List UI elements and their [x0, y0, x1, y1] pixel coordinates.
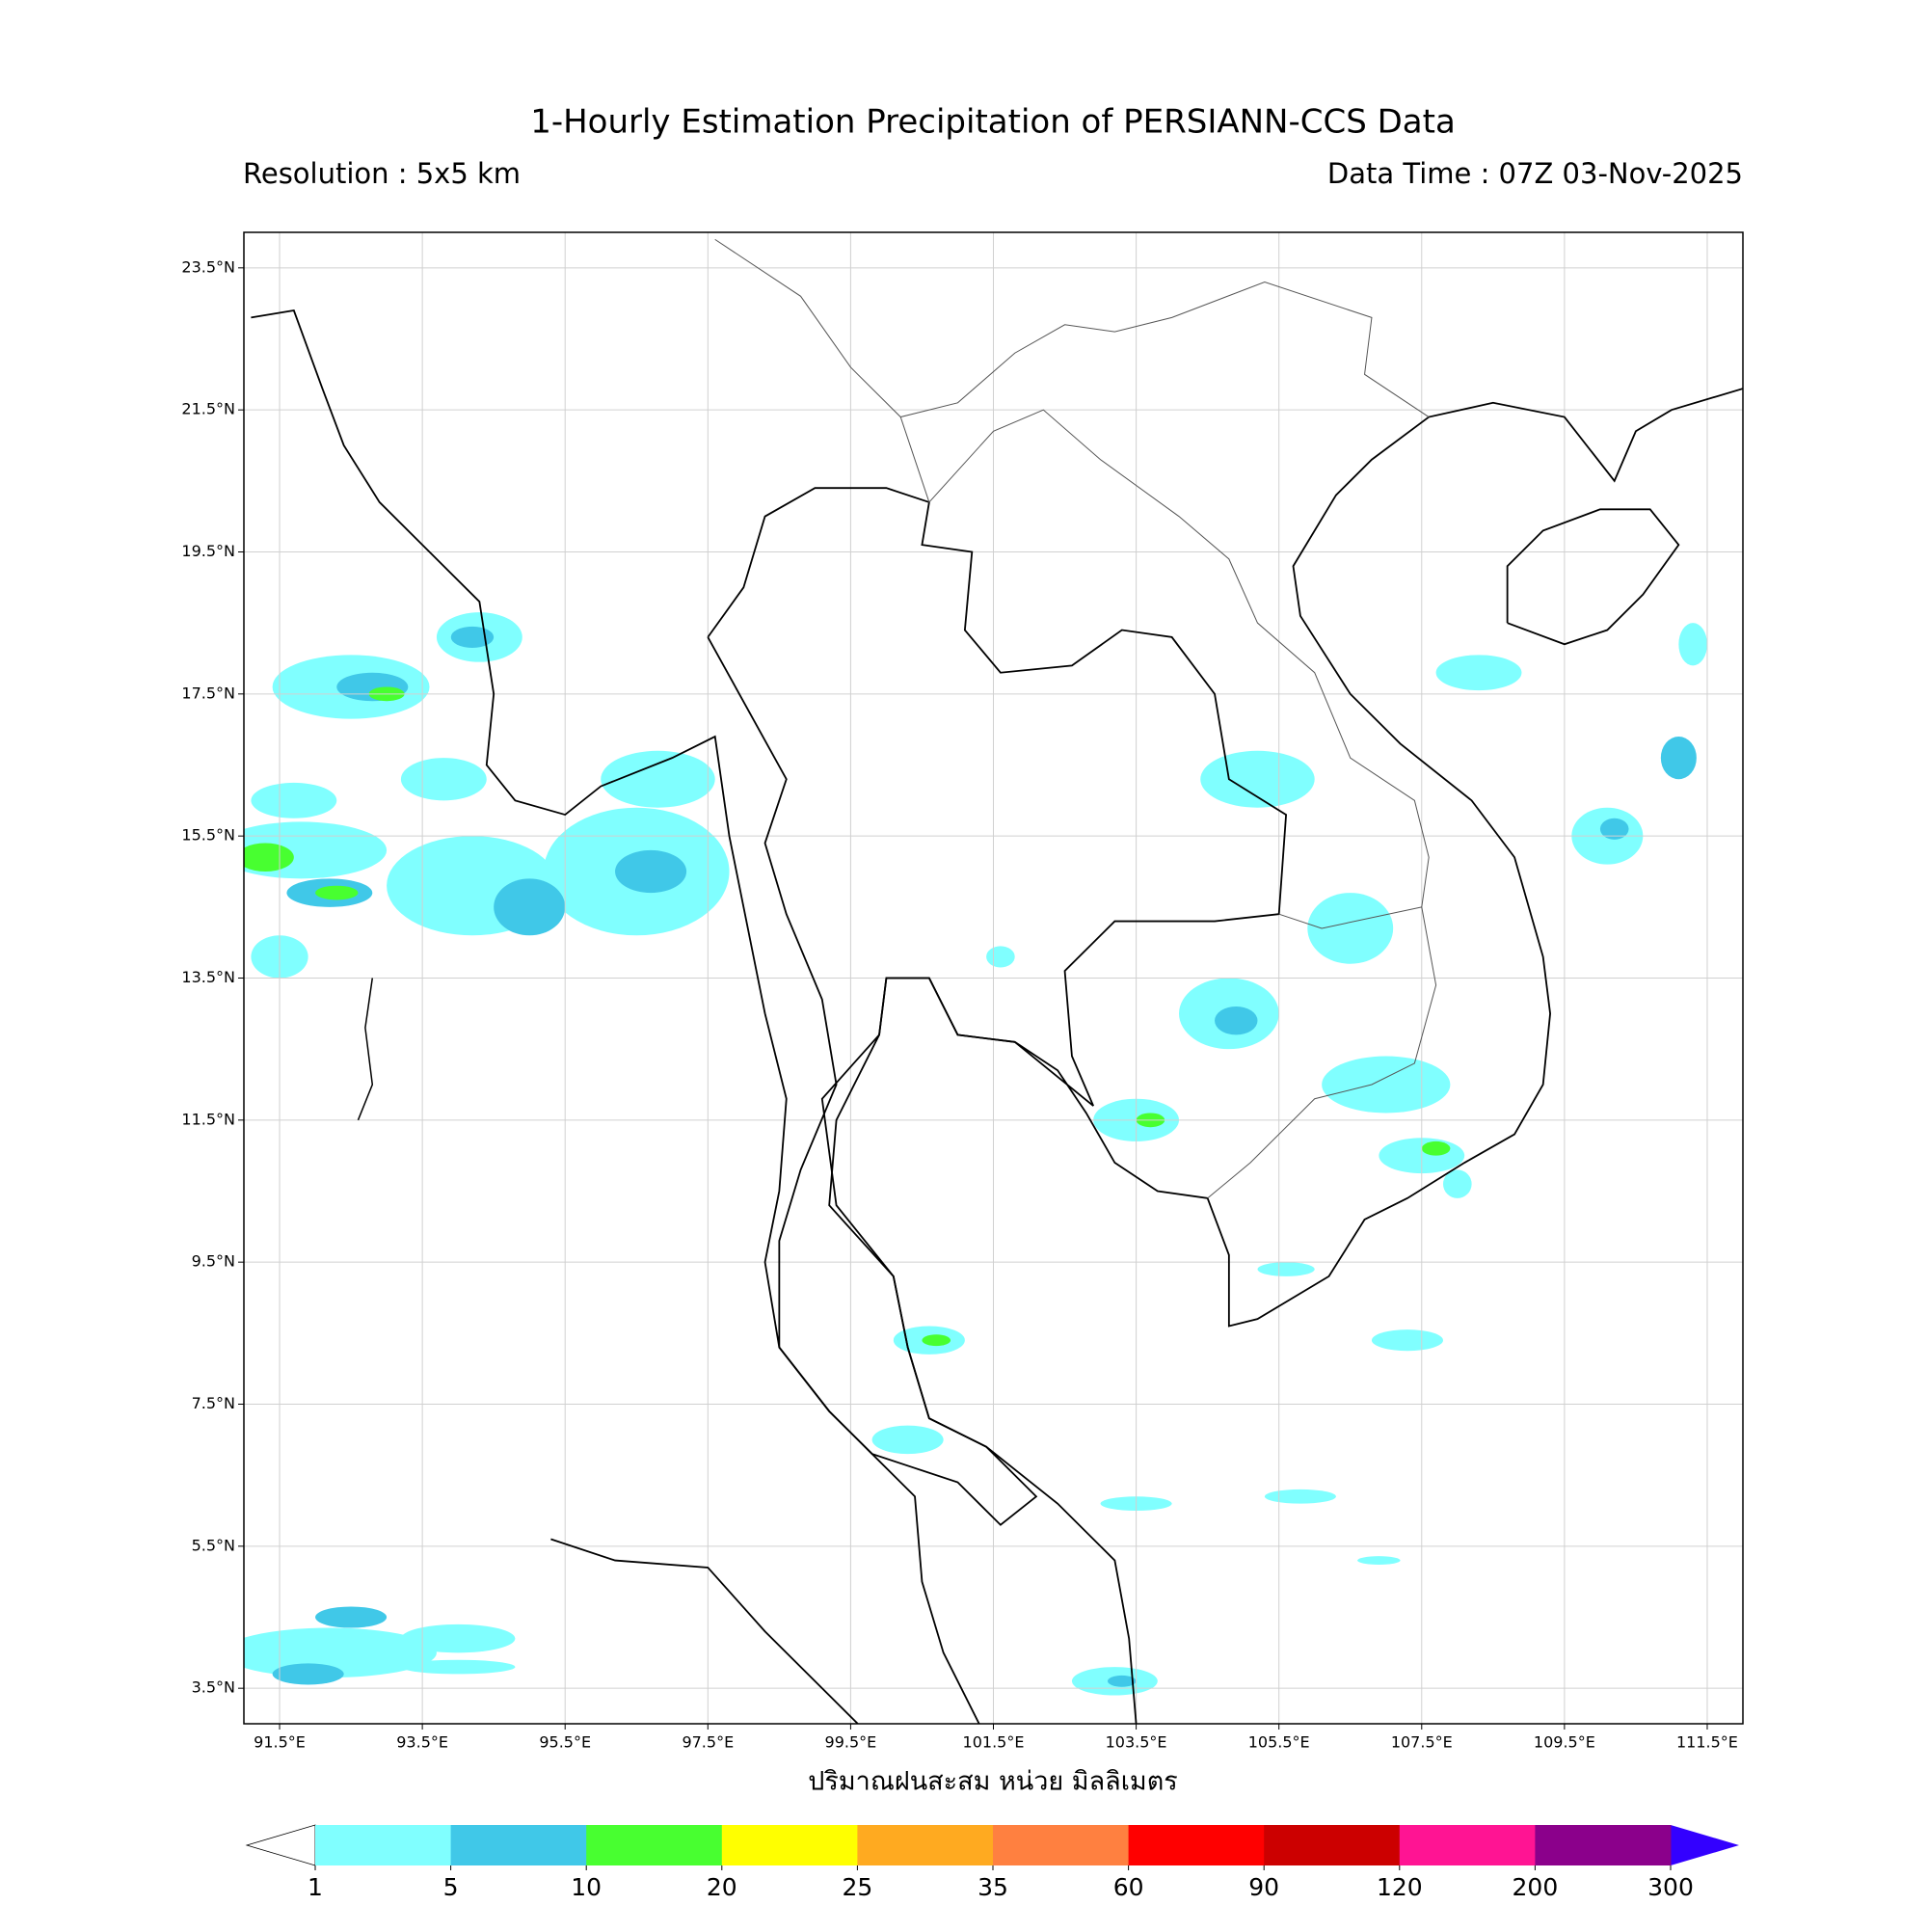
rain-area	[1215, 1006, 1258, 1035]
colorbar-segment	[1128, 1825, 1265, 1865]
rain-area	[315, 1606, 388, 1628]
rain-area	[1200, 750, 1315, 808]
rain-area	[400, 1659, 516, 1675]
rain-area	[1107, 1675, 1137, 1687]
x-tick-label: 107.5°E	[1391, 1733, 1453, 1752]
rain-area	[1443, 1169, 1472, 1198]
rain-area	[1264, 1489, 1336, 1504]
y-tick-label: 7.5°N	[192, 1394, 235, 1412]
x-tick-label: 91.5°E	[254, 1733, 306, 1752]
colorbar-label: 300	[1647, 1873, 1694, 1901]
x-tick-label: 111.5°E	[1676, 1733, 1738, 1752]
colorbar-segment	[993, 1825, 1130, 1865]
rain-area	[400, 758, 487, 801]
rain-area	[601, 750, 715, 808]
colorbar-label: 5	[443, 1873, 459, 1901]
title: 1-Hourly Estimation Precipitation of PER…	[530, 103, 1456, 142]
colorbar-segment	[1264, 1825, 1401, 1865]
colorbar-label: 60	[1113, 1873, 1144, 1901]
y-tick-label: 5.5°N	[192, 1536, 235, 1554]
rain-area	[450, 626, 495, 648]
x-tick-label: 97.5°E	[682, 1733, 734, 1752]
border	[714, 238, 1430, 418]
colorbar-segment	[857, 1825, 994, 1865]
colorbar-segment	[721, 1825, 858, 1865]
y-tick-label: 11.5°N	[181, 1110, 235, 1128]
y-tick-label: 13.5°N	[181, 968, 235, 986]
x-tick-label: 93.5°E	[396, 1733, 448, 1752]
rain-area	[1660, 737, 1697, 780]
coastline	[357, 978, 374, 1121]
x-tick-label: 109.5°E	[1534, 1733, 1595, 1752]
rain-area	[1322, 1056, 1451, 1114]
rain-area	[251, 782, 337, 818]
rain-area	[1599, 818, 1629, 840]
x-tick-label: 105.5°E	[1248, 1733, 1310, 1752]
colorbar-label: 200	[1513, 1873, 1559, 1901]
rain-area	[1421, 1140, 1451, 1156]
rain-area	[1371, 1329, 1443, 1352]
rain-area	[871, 1425, 944, 1455]
rain-area	[1307, 893, 1394, 964]
rain-area	[1257, 1262, 1315, 1276]
border	[1278, 906, 1422, 929]
colorbar-segment	[1399, 1825, 1536, 1865]
map-area	[244, 232, 1743, 1724]
coastline	[820, 388, 1743, 1724]
colorbar-segment	[586, 1825, 723, 1865]
rain-area	[615, 849, 687, 894]
rain-area	[986, 946, 1015, 968]
coastline	[1506, 508, 1680, 646]
thailand-border	[707, 487, 1288, 1526]
colorbar-under	[245, 1824, 316, 1866]
subtitle-left: Resolution : 5x5 km	[243, 157, 521, 190]
x-tick-label: 101.5°E	[963, 1733, 1025, 1752]
colorbar-segment	[1535, 1825, 1672, 1865]
rain-area	[244, 821, 388, 879]
subtitle-right: Data Time : 07Z 03-Nov-2025	[1327, 157, 1743, 190]
x-tick-label: 95.5°E	[539, 1733, 591, 1752]
colorbar-label: 35	[977, 1873, 1008, 1901]
colorbar-label: 120	[1377, 1873, 1423, 1901]
y-tick-label: 9.5°N	[192, 1252, 235, 1271]
x-axis-label: ปริมาณฝนสะสม หน่วย มิลลิเมตร	[808, 1767, 1178, 1797]
y-tick-label: 17.5°N	[181, 684, 235, 702]
colorbar-label: 25	[842, 1873, 872, 1901]
colorbar-segment	[450, 1825, 587, 1865]
coastline	[550, 1538, 859, 1724]
coastline	[251, 309, 980, 1724]
y-tick-label: 3.5°N	[192, 1678, 235, 1697]
x-tick-label: 103.5°E	[1106, 1733, 1167, 1752]
y-tick-label: 15.5°N	[181, 826, 235, 845]
x-tick-label: 99.5°E	[825, 1733, 877, 1752]
rain-area	[494, 878, 566, 936]
rain-area	[1678, 623, 1707, 666]
colorbar-label: 90	[1248, 1873, 1279, 1901]
y-tick-label: 23.5°N	[181, 257, 235, 276]
rain-area	[244, 843, 294, 872]
colorbar-segment	[315, 1825, 452, 1865]
rain-area	[1357, 1556, 1401, 1565]
rain-area	[400, 1623, 516, 1653]
rain-area	[1435, 655, 1522, 691]
border	[899, 409, 1437, 1199]
rain-area	[272, 1663, 344, 1685]
y-tick-label: 21.5°N	[181, 400, 235, 418]
rain-area	[922, 1334, 951, 1347]
rain-area	[315, 885, 359, 900]
colorbar-over	[1671, 1825, 1739, 1865]
colorbar-label: 1	[308, 1873, 323, 1901]
colorbar-label: 10	[571, 1873, 602, 1901]
colorbar-label: 20	[707, 1873, 737, 1901]
y-tick-label: 19.5°N	[181, 542, 235, 560]
